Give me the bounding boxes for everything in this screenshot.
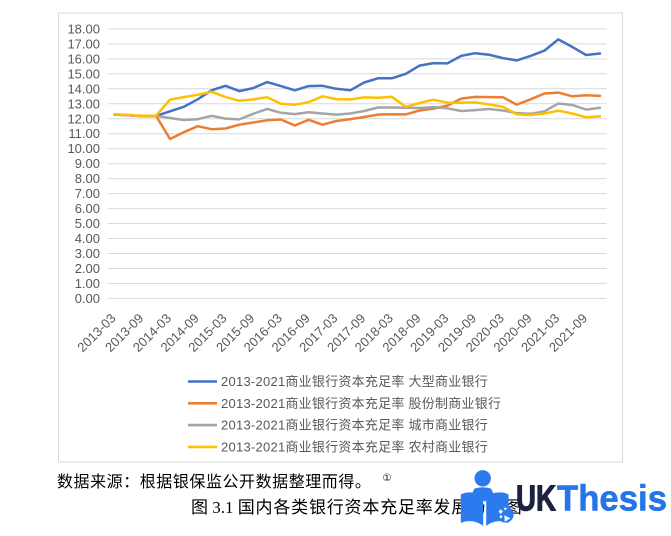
- svg-text:4.00: 4.00: [75, 231, 100, 246]
- svg-text:16.00: 16.00: [67, 51, 100, 66]
- svg-text:2013-2021商业银行资本充足率 大型商业银行: 2013-2021商业银行资本充足率 大型商业银行: [221, 374, 488, 389]
- svg-text:Thesis: Thesis: [557, 478, 667, 519]
- svg-text:2.00: 2.00: [75, 261, 100, 276]
- svg-text:7.00: 7.00: [75, 186, 100, 201]
- svg-text:2013-2021商业银行资本充足率 农村商业银行: 2013-2021商业银行资本充足率 农村商业银行: [221, 439, 488, 454]
- svg-text:0.00: 0.00: [75, 291, 100, 306]
- svg-text:2013-2021商业银行资本充足率 城市商业银行: 2013-2021商业银行资本充足率 城市商业银行: [221, 418, 488, 433]
- svg-text:UK: UK: [516, 478, 556, 519]
- svg-text:12.00: 12.00: [67, 111, 100, 126]
- svg-text:18.00: 18.00: [67, 21, 100, 36]
- svg-text:5.00: 5.00: [75, 216, 100, 231]
- svg-text:15.00: 15.00: [67, 66, 100, 81]
- svg-text:2013-2021商业银行资本充足率 股份制商业银行: 2013-2021商业银行资本充足率 股份制商业银行: [221, 396, 501, 411]
- svg-text:10.00: 10.00: [67, 141, 100, 156]
- svg-text:14.00: 14.00: [67, 81, 100, 96]
- svg-text:13.00: 13.00: [67, 96, 100, 111]
- svg-text:9.00: 9.00: [75, 156, 100, 171]
- svg-text:17.00: 17.00: [67, 36, 100, 51]
- svg-text:6.00: 6.00: [75, 201, 100, 216]
- svg-text:3.00: 3.00: [75, 246, 100, 261]
- svg-text:8.00: 8.00: [75, 171, 100, 186]
- svg-text:1.00: 1.00: [75, 276, 100, 291]
- svg-text:11.00: 11.00: [68, 126, 100, 141]
